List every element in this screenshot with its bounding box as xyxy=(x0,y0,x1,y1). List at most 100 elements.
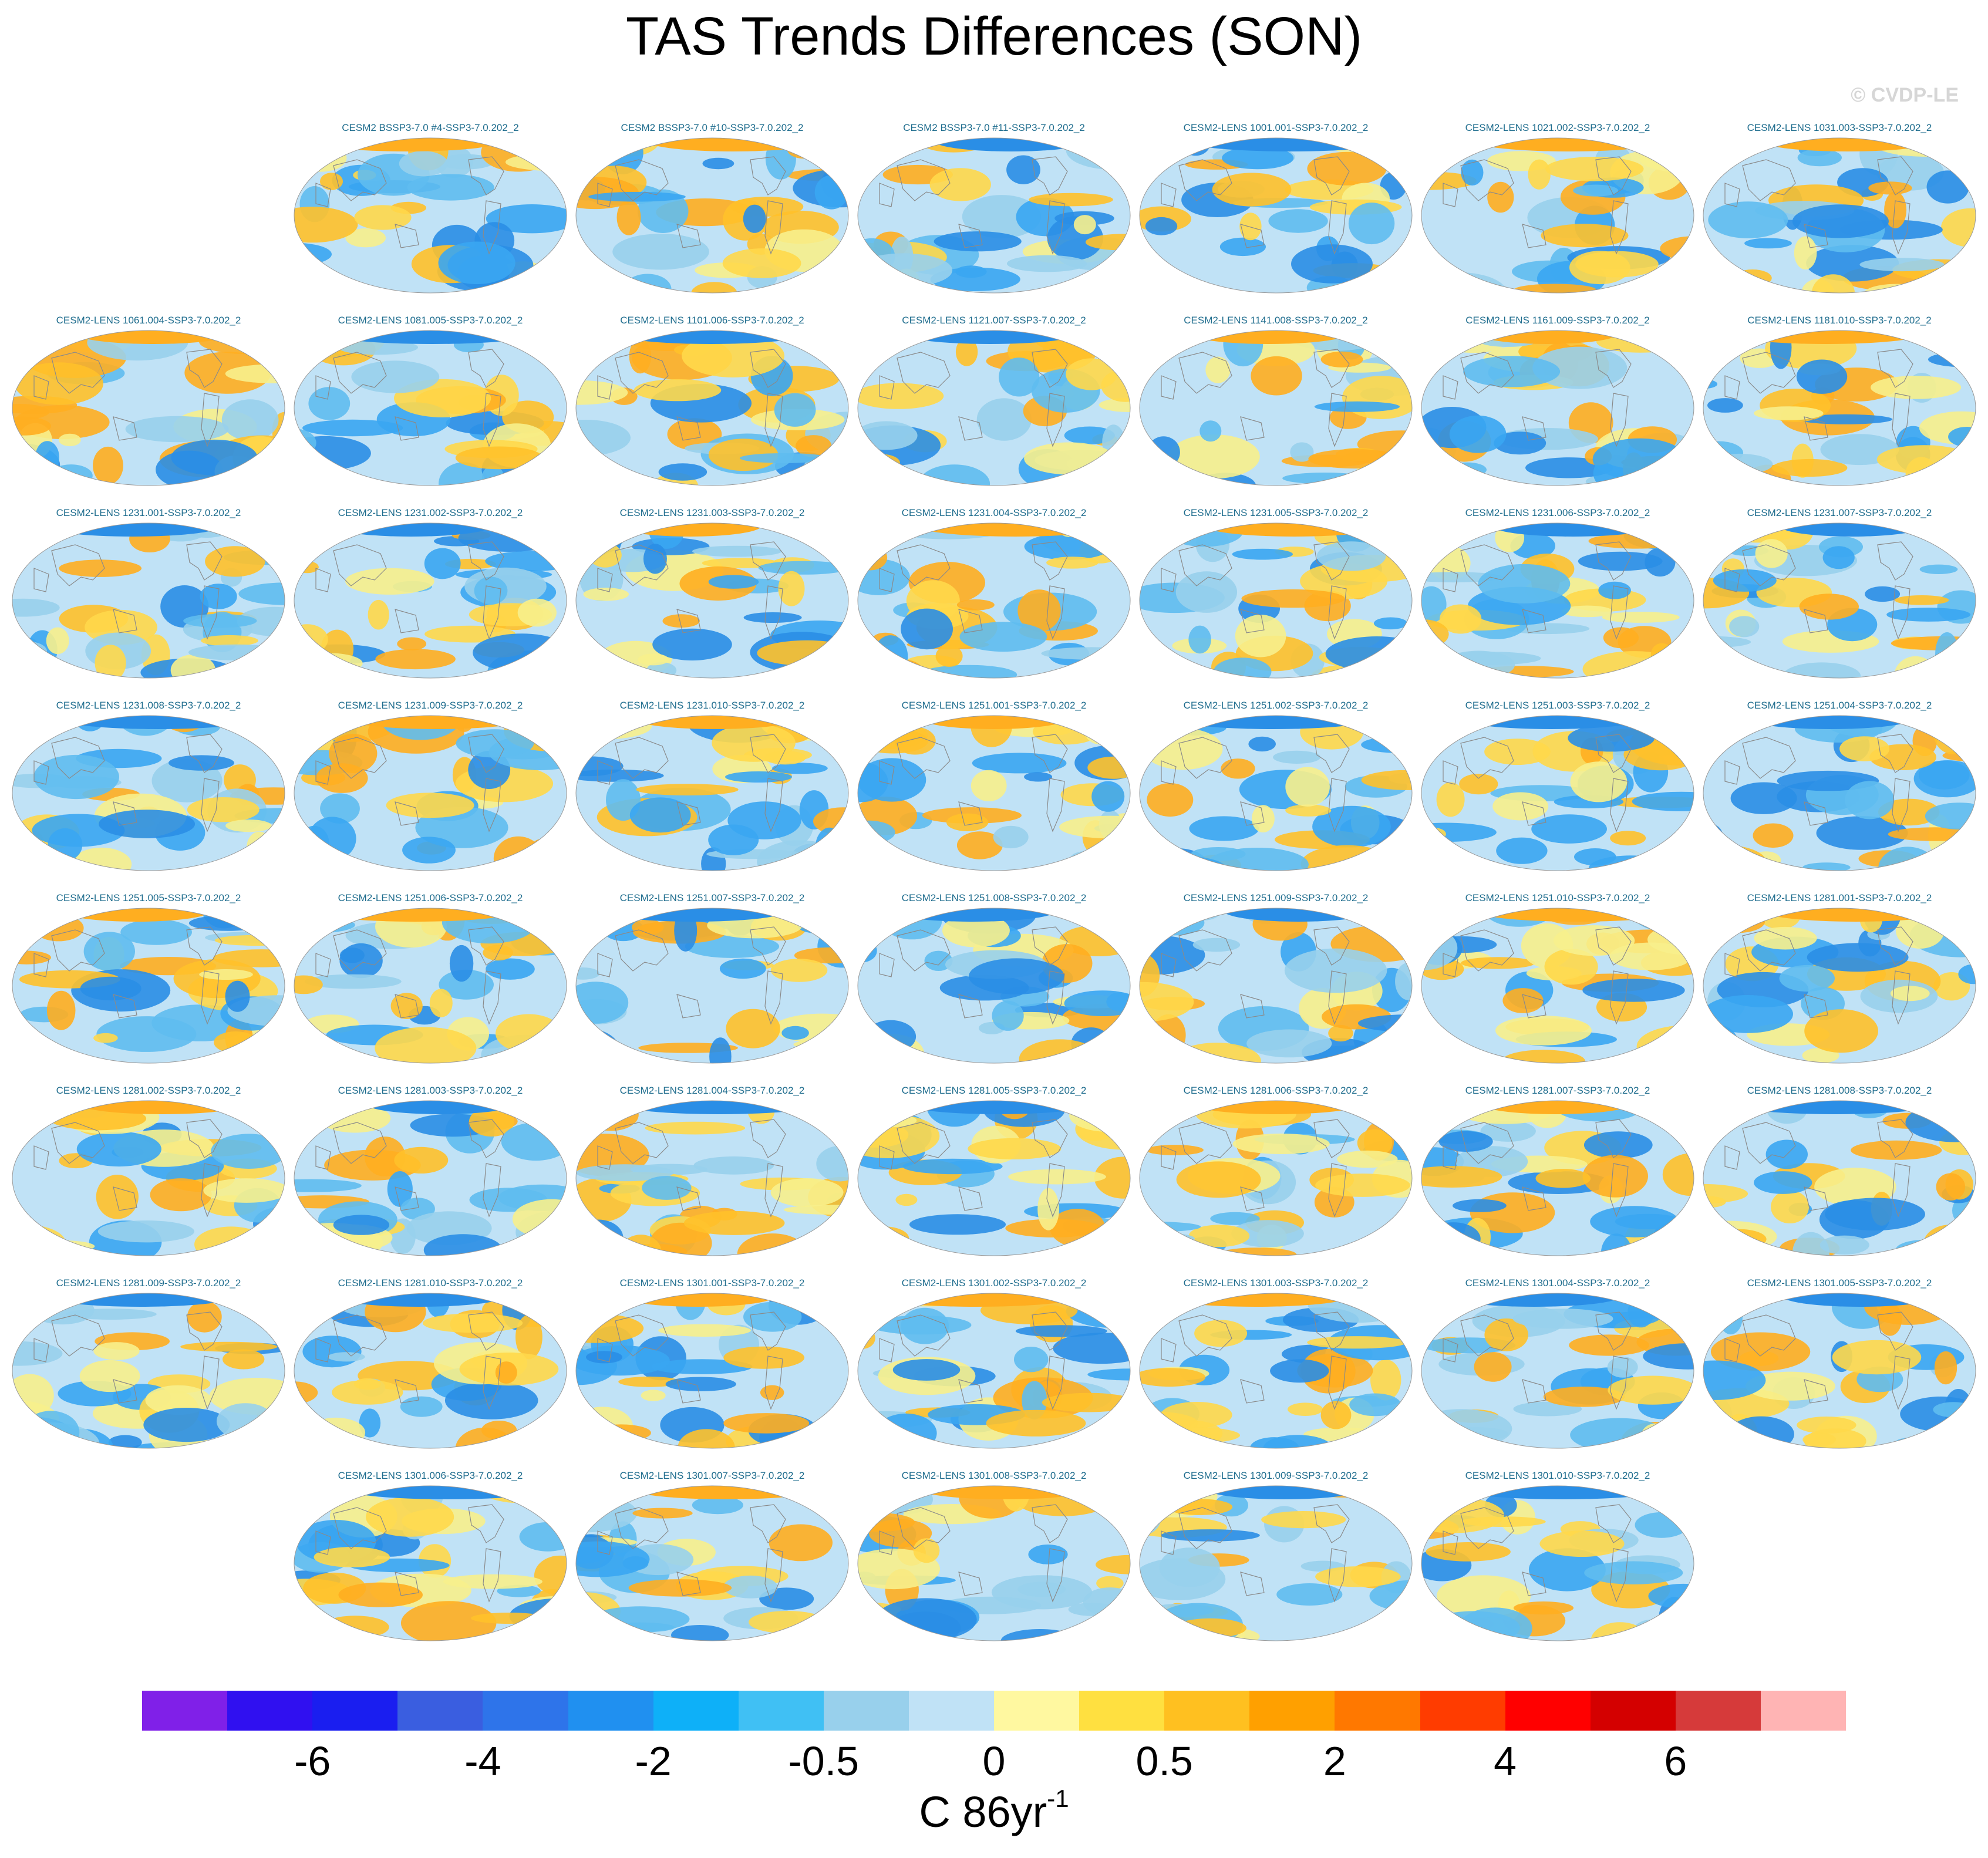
anomaly-blob xyxy=(1213,657,1272,678)
anomaly-blob xyxy=(1426,1542,1511,1562)
coastline xyxy=(1877,1119,1913,1158)
map-panel: CESM2-LENS 1031.003-SSP3-7.0.202_2 xyxy=(1701,122,1977,298)
map-panel: CESM2-LENS 1301.005-SSP3-7.0.202_2 xyxy=(1701,1277,1977,1454)
coastline xyxy=(1724,183,1740,207)
anomaly-blob xyxy=(1484,739,1551,765)
anomaly-blob xyxy=(1447,462,1487,477)
coastline xyxy=(879,375,895,400)
anomaly-blob xyxy=(71,847,132,871)
anomaly-blob xyxy=(230,523,285,543)
anomaly-blob xyxy=(1378,331,1412,354)
anomaly-blob xyxy=(180,1341,278,1352)
coastline xyxy=(1240,801,1265,826)
coastline xyxy=(750,1504,786,1543)
coastline xyxy=(1443,1338,1458,1363)
coastline xyxy=(597,1530,613,1555)
map-outline xyxy=(294,908,567,1064)
coastline xyxy=(315,183,331,207)
map-svg xyxy=(1421,1293,1694,1449)
anomaly-blob xyxy=(1188,625,1211,654)
map-svg xyxy=(12,908,285,1064)
coastline xyxy=(1178,1507,1232,1549)
anomaly-blob xyxy=(308,817,356,861)
map-outline xyxy=(1139,522,1413,679)
anomaly-blob xyxy=(1421,586,1447,623)
anomaly-blob xyxy=(143,1408,230,1442)
anomaly-blob xyxy=(796,435,832,457)
map-panel: CESM2 BSSP3-7.0 #4-SSP3-7.0.202_2 xyxy=(292,122,568,298)
anomaly-blob xyxy=(1792,204,1889,238)
anomaly-blob xyxy=(407,174,494,201)
anomaly-blob xyxy=(1936,1173,1965,1201)
coastline xyxy=(1724,953,1740,977)
coastline xyxy=(615,737,669,779)
anomaly-blob xyxy=(858,142,885,173)
anomaly-blob xyxy=(1308,449,1401,469)
anomaly-blob xyxy=(1713,569,1777,592)
map-outline xyxy=(1421,1293,1694,1449)
polar-anomaly xyxy=(1192,1101,1362,1114)
anomaly-blob xyxy=(1819,1235,1869,1255)
map-outline xyxy=(1421,715,1694,871)
anomaly-blob xyxy=(968,1138,1062,1159)
anomaly-blob xyxy=(1217,1247,1297,1256)
anomaly-blob xyxy=(486,204,567,234)
anomaly-blob xyxy=(816,1146,848,1182)
coastline xyxy=(897,352,951,394)
panel-title: CESM2-LENS 1301.010-SSP3-7.0.202_2 xyxy=(1465,1470,1650,1481)
colorbar-tick-label: 0.5 xyxy=(1135,1738,1193,1784)
coastline xyxy=(1460,1507,1514,1549)
anomaly-blob xyxy=(188,644,285,660)
anomaly-blob xyxy=(93,1033,118,1043)
coastline xyxy=(1892,1163,1910,1218)
coastline xyxy=(1595,1504,1632,1543)
anomaly-blob xyxy=(1014,1347,1049,1373)
anomaly-blob xyxy=(612,234,709,270)
anomaly-blob xyxy=(1222,146,1294,170)
anomaly-blob xyxy=(1890,986,1930,1002)
coastline xyxy=(1610,1163,1629,1218)
anomaly-blob xyxy=(778,571,805,606)
coastline xyxy=(186,926,223,966)
coastline xyxy=(1522,1379,1546,1404)
map-svg xyxy=(294,1100,567,1256)
anomaly-blob xyxy=(1816,816,1908,850)
map-panel: CESM2-LENS 1281.006-SSP3-7.0.202_2 xyxy=(1138,1085,1414,1261)
coastline xyxy=(1328,970,1347,1025)
map-outline xyxy=(857,330,1131,486)
coastline xyxy=(333,929,387,972)
anomaly-blob xyxy=(299,825,329,860)
anomaly-blob xyxy=(1421,1035,1453,1053)
panel-title: CESM2-LENS 1101.006-SSP3-7.0.202_2 xyxy=(620,315,804,326)
coastline xyxy=(1742,544,1796,586)
anomaly-blob xyxy=(934,231,1022,252)
anomaly-blob xyxy=(1539,1530,1625,1557)
anomaly-blob xyxy=(999,358,1040,397)
coastline xyxy=(1046,585,1065,640)
anomaly-blob xyxy=(858,1226,909,1250)
anomaly-blob xyxy=(1140,982,1194,1022)
map-panel: CESM2-LENS 1281.004-SSP3-7.0.202_2 xyxy=(574,1085,850,1261)
map-outline xyxy=(1703,1293,1976,1449)
coastline xyxy=(1724,1145,1740,1170)
coastline xyxy=(1328,1163,1347,1218)
anomaly-blob xyxy=(1733,269,1772,287)
anomaly-blob xyxy=(1438,1131,1493,1152)
anomaly-blob xyxy=(1073,215,1096,235)
map-outline xyxy=(1139,330,1413,486)
anomaly-blob xyxy=(828,1606,848,1630)
polar-anomaly xyxy=(75,331,233,344)
coastline xyxy=(1595,926,1632,966)
anomaly-blob xyxy=(1799,594,1859,620)
anomaly-blob xyxy=(1037,1188,1059,1230)
coastline xyxy=(1240,416,1265,441)
map-svg xyxy=(857,1293,1131,1449)
anomaly-blob xyxy=(1175,571,1238,613)
map-outline xyxy=(575,522,849,679)
map-panel: CESM2-LENS 1231.008-SSP3-7.0.202_2 xyxy=(11,700,287,876)
anomaly-blob xyxy=(1598,581,1631,599)
anomaly-blob xyxy=(662,614,700,628)
colorbar-box xyxy=(483,1691,568,1731)
coastline xyxy=(1328,585,1347,640)
anomaly-blob xyxy=(1094,1156,1130,1199)
